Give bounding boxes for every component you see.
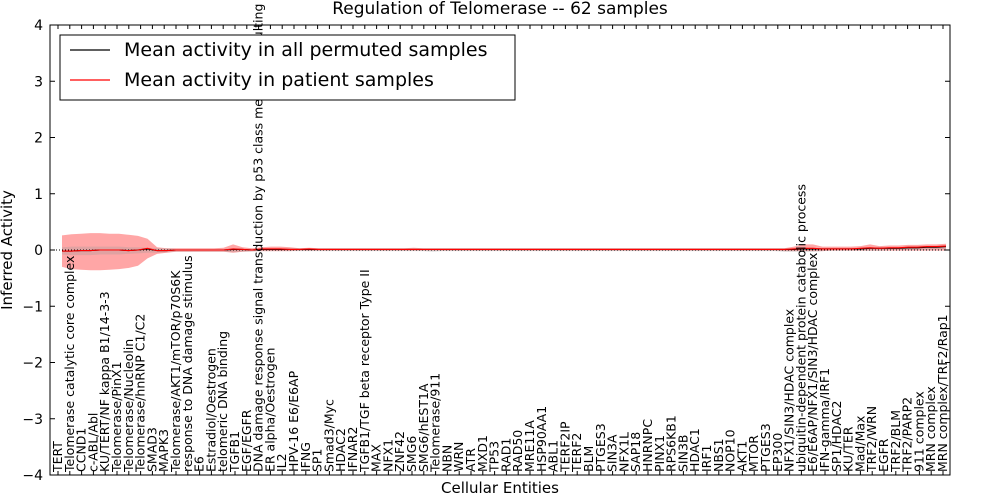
x-tick-label: Mad/Max — [852, 416, 867, 472]
x-tick-label: TRF2/PARP2 — [900, 397, 915, 473]
y-tick-label: 4 — [34, 18, 43, 34]
series-patient-mean — [62, 245, 947, 252]
x-tick-label: response to DNA damage stimulus — [180, 255, 195, 472]
x-tick-label: HNRNPC — [640, 419, 655, 472]
x-tick-label: TERF2IP — [557, 421, 572, 473]
x-tick-label: IFNG — [298, 442, 313, 472]
legend-box — [59, 34, 516, 101]
x-tick-label: EGF/EGFR — [239, 409, 254, 472]
x-tick-label: Smad3/Myc — [321, 399, 336, 472]
x-tick-label: HSP90AA1 — [534, 406, 549, 472]
y-tick-label: 0 — [34, 243, 43, 259]
x-tick-label: SMG6/hEST1A — [416, 383, 431, 472]
x-tick-label: NOP10 — [723, 429, 738, 472]
x-tick-label: MRE11A — [522, 420, 537, 472]
x-tick-label: IFNAR2 — [345, 427, 360, 472]
x-tick-label: TP53 — [487, 441, 502, 473]
x-tick-label: NFX1/SIN3/HDAC complex — [782, 309, 797, 472]
x-tick-label: KU/TERT/NF kappa B1/14-3-3 — [97, 291, 112, 472]
x-tick-label: MXD1 — [475, 435, 490, 472]
x-tick-label: ABL1 — [546, 440, 561, 472]
x-tick-label: TRF2/WRN — [864, 406, 879, 473]
x-tick-label: HDAC1 — [687, 428, 702, 472]
y-tick-label: −3 — [22, 412, 43, 428]
x-tick-label: AKT1 — [734, 441, 749, 472]
x-tick-label: ATR — [463, 448, 478, 472]
x-tick-label: SAP18 — [628, 432, 643, 472]
y-tick-label: −4 — [22, 468, 43, 484]
x-tick-label: MAPK3 — [156, 429, 171, 472]
legend: Mean activity in all permuted samples Me… — [59, 34, 516, 101]
x-tick-label: BLM — [581, 446, 596, 472]
x-tick-label: Telomerase/Nucleolin — [121, 339, 136, 473]
x-tick-label: ubiquitin-dependent protein catabolic pr… — [793, 184, 808, 472]
x-tick-label: ZNF42 — [392, 431, 407, 472]
x-tick-label: IL2 — [274, 453, 289, 472]
x-tick-label: PTGES3 — [758, 423, 773, 472]
x-tick-label: PINX1 — [652, 435, 667, 472]
patient-spread-band — [62, 233, 946, 271]
x-tick-label: TRF2/BLM — [888, 410, 903, 473]
x-tick-label: NFX1 — [380, 439, 395, 472]
x-tick-label: E6 — [192, 456, 207, 472]
plot-area: 4 3 2 1 0 −1 −2 −3 −4 — [22, 18, 951, 484]
x-tick-label: 911 complex — [911, 391, 926, 472]
x-tick-label: DNA damage response signal transduction … — [251, 0, 266, 472]
x-tick-label: c-ABL/Abl — [85, 413, 100, 472]
x-tick-label: NBN — [439, 445, 454, 472]
x-tick-label: RAD50 — [510, 430, 525, 472]
x-tick-label: RAD1 — [498, 438, 513, 472]
x-tick-label: IRF1 — [699, 444, 714, 472]
x-tick-label: Telomerase catalytic core complex — [62, 256, 77, 473]
y-tick-label: 3 — [34, 74, 43, 90]
x-tick-label: EGFR — [876, 438, 891, 472]
plot-inner — [50, 233, 950, 271]
x-tick-label: Telomerase/AKT1/mTOR/p70S6K — [168, 270, 183, 473]
x-tick-label: HDAC2 — [333, 428, 348, 472]
y-axis-label: Inferred Activity — [0, 190, 16, 310]
legend-label-patient: Mean activity in patient samples — [124, 69, 434, 91]
x-tick-label: MRN complex — [923, 386, 938, 472]
x-tick-label: IFN-gamma/IRF1 — [817, 368, 832, 472]
x-tick-label: Telomerase/hnRNP C1/C2 — [133, 314, 148, 473]
x-tick-label: SP1/HDAC2 — [829, 401, 844, 472]
x-tick-label: EP300 — [770, 433, 785, 472]
x-tick-label: E6/E6AP/NFX1/SIN3/HDAC complex — [805, 253, 820, 472]
x-tick-label: TERT — [50, 441, 65, 473]
y-tick-label: 1 — [34, 187, 43, 203]
x-tick-label: TERF2 — [569, 433, 584, 473]
x-tick-label: telomeric DNA binding — [215, 331, 230, 472]
x-tick-label: SP1 — [310, 449, 325, 472]
y-tick-label: −1 — [22, 299, 43, 315]
x-tick-label: NBS1 — [711, 438, 726, 472]
y-tick-label: −2 — [22, 356, 43, 372]
x-tick-label: Estradiol/Oestrogen — [203, 348, 218, 472]
x-tick-label: NFX1L — [616, 432, 631, 472]
x-tick-label: SMG6 — [404, 436, 419, 472]
x-tick-label: WRN — [451, 442, 466, 472]
chart-title: Regulation of Telomerase -- 62 samples — [332, 0, 668, 19]
x-tick-label: MTOR — [746, 435, 761, 472]
x-tick-label: SIN3A — [605, 434, 620, 472]
x-tick-label: SMAD3 — [144, 427, 159, 472]
x-tick-label: CCND1 — [74, 428, 89, 472]
y-tick-label: 2 — [34, 131, 43, 147]
x-tick-label: TGFB1 — [227, 431, 242, 473]
x-tick-label: RPS6KB1 — [664, 415, 679, 472]
legend-label-permuted: Mean activity in all permuted samples — [124, 39, 487, 61]
x-tick-label: Telomerase/PinX1 — [109, 361, 124, 473]
x-tick-label: SIN3B — [675, 435, 690, 473]
x-tick-label: KU/TER — [841, 426, 856, 472]
x-tick-label: Telomerase/911 — [428, 373, 443, 473]
x-axis-label: Cellular Entities — [441, 479, 559, 497]
x-tick-label: MRN complex/TRF2/Rap1 — [935, 314, 950, 472]
x-tick-label: PTGES3 — [593, 423, 608, 472]
x-tick-label: TGFB1/TGF beta receptor Type II — [357, 269, 372, 473]
x-tick-label: HPV-16 E6/E6AP — [286, 370, 301, 472]
x-tick-label: MAX — [369, 444, 384, 472]
x-tick-label: ER alpha/Oestrogen — [262, 348, 277, 472]
